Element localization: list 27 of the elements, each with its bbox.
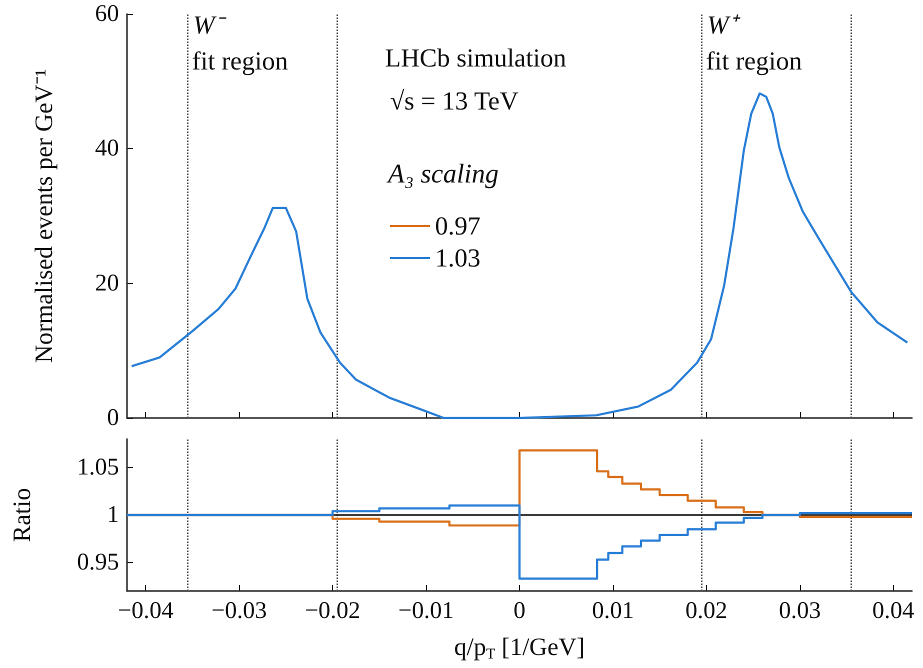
- x-tick-label: −0.04: [118, 598, 174, 624]
- legend-label: 1.03: [435, 244, 480, 272]
- legend-title: A₃ scaling: [386, 158, 499, 188]
- annotation: W⁺: [707, 10, 741, 40]
- y-axis-title: Ratio: [9, 488, 36, 542]
- x-tick-label: −0.01: [398, 598, 454, 624]
- x-tick-label: 0.01: [592, 598, 634, 624]
- x-tick-label: −0.03: [211, 598, 267, 624]
- annotation: √s = 13 TeV: [390, 86, 519, 116]
- x-tick-label: 0.02: [685, 598, 728, 624]
- y-tick-label: 0.95: [77, 550, 119, 576]
- annotation: fit region: [192, 46, 288, 76]
- annotation: LHCb simulation: [385, 44, 566, 72]
- y-tick-label: 1.05: [77, 454, 119, 480]
- annotation: fit region: [706, 46, 802, 76]
- legend-label: 0.97: [435, 212, 480, 240]
- y-tick-label: 1: [107, 502, 119, 528]
- y-axis-title: Normalised events per GeV⁻¹: [31, 69, 58, 363]
- y-tick-label: 40: [95, 136, 119, 162]
- y-tick-label: 0: [107, 405, 119, 431]
- x-tick-label: 0: [514, 598, 526, 624]
- x-tick-label: 0.04: [872, 598, 914, 624]
- annotation: W⁻: [193, 10, 227, 40]
- x-tick-label: 0.03: [778, 598, 821, 624]
- x-tick-label: −0.02: [304, 598, 360, 624]
- y-tick-label: 60: [95, 1, 119, 27]
- y-tick-label: 20: [95, 270, 119, 296]
